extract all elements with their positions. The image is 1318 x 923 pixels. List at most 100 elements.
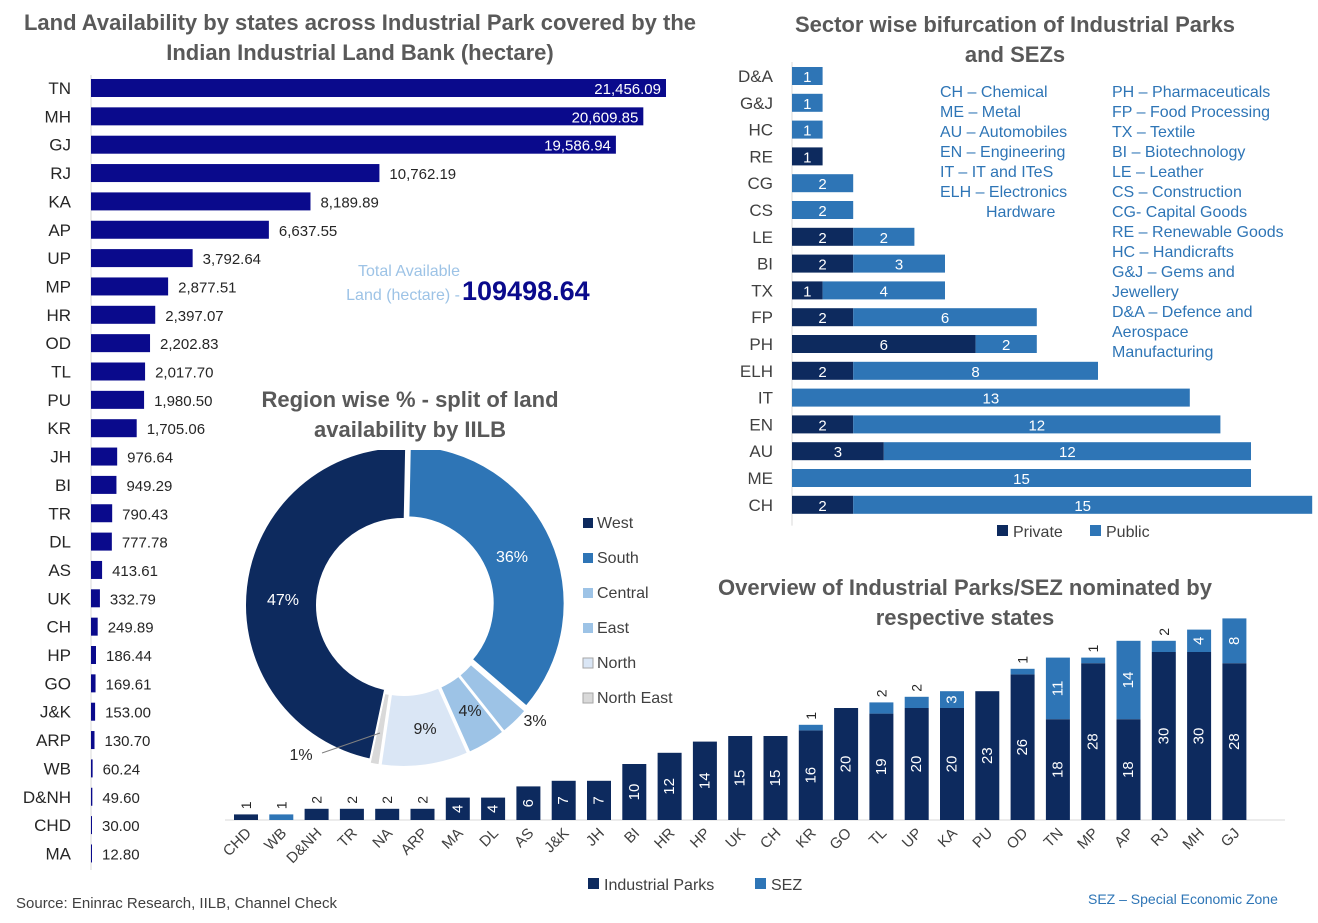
land-category-label: HP <box>47 646 71 665</box>
region-chart-title: Region wise % - split of land availabili… <box>261 387 559 442</box>
overview-park-bar <box>728 736 753 820</box>
overview-park-bar <box>869 713 894 820</box>
abbr-right-item-2: TX – Textile <box>1112 124 1196 141</box>
sector-legend-public: Public <box>1106 524 1150 541</box>
overview-value-label: 1 <box>1015 656 1031 664</box>
overview-category-label: MP <box>1074 825 1102 853</box>
donut-legend-label: South <box>597 550 639 567</box>
land-value-label: 153.00 <box>105 705 151 722</box>
donut-slice-west <box>244 450 408 761</box>
land-bar <box>91 447 118 466</box>
sector-private-bar <box>792 254 854 273</box>
land-value-label: 3,792.64 <box>203 251 261 268</box>
overview-sez-bar <box>1151 640 1176 652</box>
overview-category-label: J&K <box>541 825 572 856</box>
overview-value-label: 18 <box>1049 761 1066 778</box>
land-value-label: 30.00 <box>102 818 140 835</box>
land-bar <box>91 135 616 154</box>
abbr-left-item-3: EN – Engineering <box>940 144 1066 161</box>
abbr-right-item-5: CS – Construction <box>1112 184 1242 201</box>
land-bar <box>91 646 96 664</box>
sector-value-label: 2 <box>818 498 826 515</box>
overview-park-bar <box>516 786 541 820</box>
land-value-label: 169.61 <box>106 676 152 693</box>
sector-category-label: D&A <box>738 67 774 86</box>
overview-category-label: TN <box>1041 825 1067 851</box>
sector-value-label: 2 <box>818 310 826 327</box>
land-value-label: 20,609.85 <box>572 109 639 126</box>
overview-sez-bar <box>798 724 823 731</box>
donut-legend-swatch <box>583 623 593 633</box>
overview-park-bar <box>657 752 682 820</box>
overview-value-label: 20 <box>944 756 961 773</box>
land-category-label: MH <box>45 107 71 126</box>
sector-public-bar <box>975 335 1037 353</box>
sector-value-label: 1 <box>803 96 811 113</box>
overview-park-bar <box>834 708 859 820</box>
land-category-label: MA <box>46 844 72 863</box>
sector-private-bar <box>792 308 854 327</box>
land-bar <box>91 362 146 381</box>
donut-slice-south <box>407 450 566 708</box>
sector-value-label: 15 <box>1013 471 1030 488</box>
donut-legend-label: North <box>597 655 636 672</box>
sector-category-label: CG <box>748 174 774 193</box>
overview-park-bar <box>481 797 506 820</box>
overview-park-bar <box>587 780 611 820</box>
land-bar <box>91 249 193 268</box>
overview-legend-sez: SEZ <box>771 877 802 894</box>
overview-sez-bar <box>1010 668 1035 675</box>
sector-category-label: ME <box>748 469 774 488</box>
overview-category-label: HP <box>687 825 714 852</box>
overview-park-bar <box>1151 652 1176 820</box>
land-category-label: UP <box>47 249 71 268</box>
overview-legend-swatch-sez <box>755 878 766 889</box>
land-bar <box>91 277 169 296</box>
overview-value-label: 15 <box>732 770 749 787</box>
donut-legend-label: Central <box>597 585 649 602</box>
sector-public-bar <box>853 361 1098 380</box>
abbr-left-item-2: AU – Automobiles <box>940 124 1068 141</box>
sector-legend-private: Private <box>1013 524 1063 541</box>
abbr-right-item-13: Manufacturing <box>1112 344 1214 361</box>
overview-park-bar <box>410 808 435 820</box>
land-category-label: OD <box>46 334 72 353</box>
land-category-label: BI <box>55 476 71 495</box>
abbr-left-item-1: ME – Metal <box>940 104 1021 121</box>
land-value-label: 790.43 <box>122 506 168 523</box>
donut-slice-east <box>438 674 505 755</box>
overview-category-label: KR <box>793 825 820 852</box>
land-bar <box>91 475 117 494</box>
overview-sez-bar <box>1187 629 1212 652</box>
land-category-label: D&NH <box>23 788 71 807</box>
sector-value-label: 1 <box>803 149 811 166</box>
sector-public-bar <box>792 388 1190 407</box>
overview-value-label: 1 <box>1085 644 1101 652</box>
overview-category-label: DL <box>476 825 502 851</box>
land-bar <box>91 702 96 721</box>
land-bar <box>91 390 145 409</box>
overview-park-bar <box>234 814 258 820</box>
land-value-label: 8,189.89 <box>320 194 378 211</box>
overview-value-label: 30 <box>1191 728 1208 745</box>
abbr-right-item-4: LE – Leather <box>1112 164 1204 181</box>
sector-category-label: ELH <box>740 362 773 381</box>
overview-park-bar <box>763 736 788 820</box>
sez-note: SEZ – Special Economic Zone <box>1088 891 1278 907</box>
land-category-label: DL <box>49 533 71 552</box>
land-bar <box>91 419 137 438</box>
overview-park-bar <box>304 808 329 820</box>
sector-value-label: 2 <box>818 364 826 381</box>
overview-park-bar <box>1222 663 1247 820</box>
overview-value-label: 18 <box>1120 761 1137 778</box>
land-category-label: TL <box>51 363 71 382</box>
land-category-label: MP <box>46 277 72 296</box>
overview-category-label: CH <box>757 825 784 852</box>
overview-park-bar <box>1010 674 1035 820</box>
sector-legend-swatch-public <box>1090 525 1101 536</box>
land-bar <box>91 589 100 608</box>
overview-value-label: 8 <box>1226 637 1243 645</box>
sector-value-label: 12 <box>1059 444 1076 461</box>
land-category-label: J&K <box>40 703 72 722</box>
overview-value-label: 6 <box>520 799 537 807</box>
